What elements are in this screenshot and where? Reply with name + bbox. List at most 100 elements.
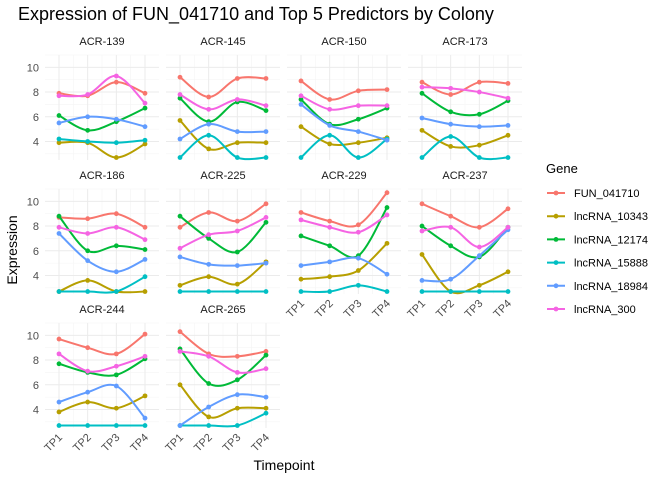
data-point: [177, 136, 183, 142]
panel-acr-225: ACR-225: [166, 170, 280, 294]
data-point: [476, 224, 482, 230]
data-point: [113, 79, 119, 85]
data-point: [355, 103, 361, 109]
series-line: [300, 98, 388, 127]
data-point: [505, 132, 511, 138]
legend-label: lncRNA_300: [574, 304, 636, 316]
series-lncrna_300: [56, 351, 148, 374]
series-lncrna_18984: [56, 383, 148, 421]
series-lncrna_12174: [56, 213, 148, 254]
data-point: [327, 259, 333, 265]
data-point: [327, 243, 333, 249]
x-tick-label: TP2: [71, 432, 94, 455]
x-tick-label: TP4: [249, 432, 272, 455]
legend-label: FUN_041710: [574, 188, 639, 200]
data-point: [85, 289, 91, 294]
series-line: [179, 215, 267, 254]
series-line: [300, 80, 388, 101]
data-point: [85, 258, 91, 264]
y-tick-label: 6: [33, 246, 39, 258]
x-tick-label: TP1: [284, 298, 307, 321]
data-point: [505, 269, 511, 275]
series-lncrna_18984: [56, 114, 148, 130]
data-point: [476, 111, 482, 117]
y-tick-label: 10: [27, 330, 39, 342]
data-point: [419, 115, 425, 121]
data-point: [327, 274, 333, 280]
data-point: [56, 361, 62, 367]
data-point: [56, 336, 62, 342]
data-point: [85, 278, 91, 283]
series-line: [300, 134, 388, 159]
series-line: [421, 202, 509, 229]
series-line: [179, 348, 267, 387]
data-point: [234, 228, 240, 234]
data-point: [448, 289, 454, 294]
series-lncrna_15888: [298, 282, 390, 294]
data-point: [384, 271, 390, 277]
legend-key-point: [553, 237, 559, 242]
y-tick-label: 4: [33, 404, 39, 416]
data-point: [505, 95, 511, 101]
panel-strip-label: ACR-244: [79, 304, 124, 316]
data-point: [113, 405, 119, 411]
data-point: [263, 155, 269, 160]
series-fun_041710: [177, 74, 269, 100]
x-tick-label: TP4: [370, 298, 393, 321]
data-point: [206, 274, 212, 280]
series-line: [300, 242, 388, 281]
legend-label: lncRNA_18984: [574, 281, 648, 293]
data-point: [177, 382, 183, 388]
panel-strip-label: ACR-139: [79, 36, 124, 48]
data-point: [206, 423, 212, 428]
data-point: [85, 139, 91, 144]
data-point: [476, 282, 482, 288]
legend-key-point: [553, 213, 559, 219]
data-point: [263, 108, 269, 113]
series-line: [59, 275, 146, 294]
data-point: [505, 289, 511, 294]
y-tick-label: 4: [33, 270, 39, 282]
series-lncrna_18984: [177, 121, 269, 142]
data-point: [206, 353, 212, 359]
series-line: [179, 119, 267, 151]
data-point: [206, 289, 212, 294]
data-point: [263, 103, 269, 109]
legend-key-point: [553, 260, 559, 265]
data-point: [298, 124, 304, 130]
data-point: [327, 218, 333, 224]
data-point: [327, 132, 333, 138]
panel-acr-229: ACR-229 TP1 TP2 TP3 TP4: [284, 170, 401, 320]
data-point: [206, 236, 212, 241]
data-point: [298, 93, 304, 99]
x-tick-label: TP3: [221, 432, 244, 455]
data-point: [177, 224, 183, 230]
data-point: [263, 352, 269, 358]
series-line: [421, 117, 509, 128]
data-point: [298, 78, 304, 84]
data-point: [142, 124, 148, 130]
data-point: [298, 233, 304, 239]
x-tick-label: TP3: [463, 298, 486, 321]
series-line: [300, 207, 388, 259]
series-lncrna_300: [56, 224, 148, 243]
series-lncrna_15888: [177, 410, 269, 428]
data-point: [476, 124, 482, 130]
legend-label: lncRNA_12174: [574, 234, 648, 246]
data-point: [448, 92, 454, 97]
data-point: [206, 146, 212, 152]
data-point: [113, 372, 119, 378]
data-point: [206, 261, 212, 267]
data-point: [505, 224, 511, 230]
data-point: [298, 102, 304, 107]
legend-item-lncrna_10343: lncRNA_10343: [547, 211, 648, 223]
data-point: [142, 141, 148, 147]
data-point: [56, 289, 62, 294]
data-point: [142, 393, 148, 399]
data-point: [142, 353, 148, 359]
data-point: [142, 224, 148, 230]
data-point: [56, 113, 62, 118]
data-point: [476, 89, 482, 95]
panel-strip-label: ACR-225: [200, 170, 245, 182]
series-line: [300, 284, 388, 293]
